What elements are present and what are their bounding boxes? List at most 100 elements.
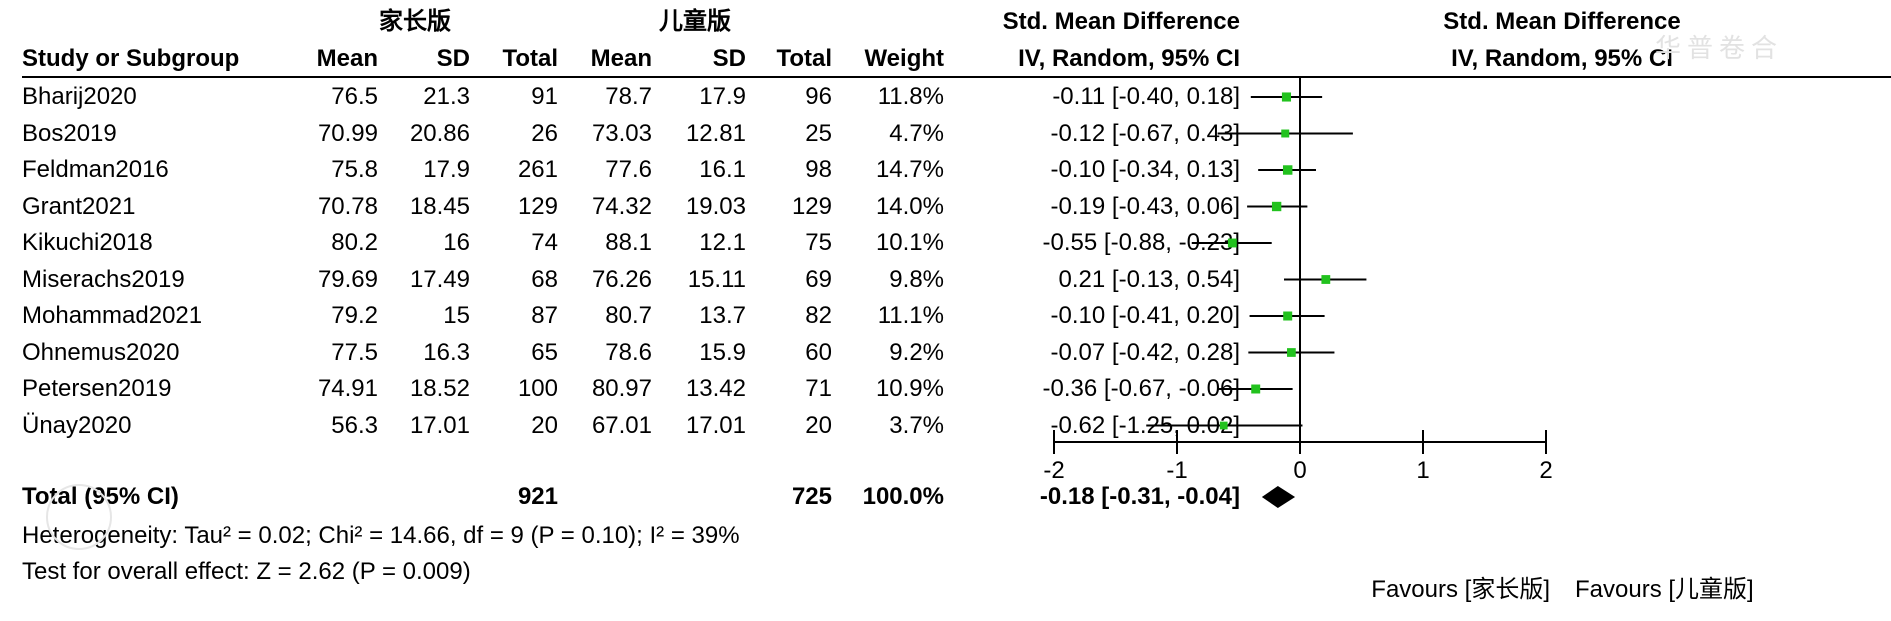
study-name: Mohammad2021: [22, 302, 203, 329]
watermark-seal: [46, 484, 112, 550]
group1-total: 87: [531, 302, 558, 329]
point-marker: [1321, 275, 1331, 284]
group2-mean: 74.32: [591, 192, 652, 220]
group1-total: 129: [517, 192, 558, 220]
group1-mean: 56.3: [331, 411, 378, 439]
study-ci: -0.19 [-0.43, 0.06]: [1050, 192, 1240, 220]
group1-sd: 18.52: [409, 375, 470, 402]
group2-total: 71: [805, 375, 832, 402]
study-ci: 0.21 [-0.13, 0.54]: [1058, 265, 1240, 293]
study-ci: -0.36 [-0.67, -0.06]: [1042, 375, 1240, 402]
study-name: Miserachs2019: [22, 265, 185, 293]
group1-mean: 79.69: [317, 265, 378, 293]
group2-total: 20: [805, 411, 832, 439]
point-marker: [1281, 92, 1292, 102]
plot-method: IV, Random, 95% CI: [1451, 45, 1673, 72]
smd-title: Std. Mean Difference: [1002, 8, 1240, 35]
group2-sd: 12.1: [699, 229, 746, 256]
group2-sd: 19.03: [685, 192, 746, 220]
mean1-header: Mean: [316, 45, 378, 72]
study-weight: 9.2%: [889, 338, 944, 366]
study-name: Ohnemus2020: [22, 338, 180, 366]
smd-method: IV, Random, 95% CI: [1018, 45, 1240, 72]
group2-mean: 80.97: [591, 375, 652, 402]
favours-left: Favours [家长版]: [1371, 576, 1550, 603]
study-weight: 10.9%: [875, 375, 944, 402]
favours-right: Favours [儿童版]: [1575, 576, 1754, 603]
study-name: Kikuchi2018: [22, 229, 153, 256]
point-marker: [1287, 348, 1296, 357]
group1-sd: 17.9: [423, 156, 470, 183]
group2-sd: 15.11: [687, 265, 746, 293]
point-marker: [1271, 201, 1282, 212]
group1-sd: 16.3: [423, 338, 470, 366]
group1-sd: 15: [443, 302, 470, 329]
group2-sd: 17.01: [685, 411, 746, 439]
group2-mean: 88.1: [605, 229, 652, 256]
group1-mean: 75.8: [331, 156, 378, 183]
sd2-header: SD: [712, 45, 746, 72]
point-marker: [1282, 165, 1293, 175]
sd1-header: SD: [436, 45, 470, 72]
group2-sd: 16.1: [699, 156, 746, 183]
overall-effect-text: Test for overall effect: Z = 2.62 (P = 0…: [22, 558, 471, 585]
study-name: Feldman2016: [22, 156, 169, 183]
study-ci: -0.10 [-0.41, 0.20]: [1050, 302, 1240, 329]
x-tick-label: 1: [1416, 457, 1429, 484]
study-weight: 3.7%: [889, 411, 944, 439]
group1-sd: 16: [443, 229, 470, 256]
study-ci: -0.12 [-0.67, 0.43]: [1050, 119, 1240, 147]
group2-total: 82: [805, 302, 832, 329]
study-ci: -0.10 [-0.34, 0.13]: [1050, 156, 1240, 183]
group1-mean: 70.78: [317, 192, 378, 220]
group1-mean: 79.2: [331, 302, 378, 329]
total1-header: Total: [502, 45, 558, 72]
pooled-diamond: [1261, 486, 1296, 508]
group1-sd: 21.3: [423, 83, 470, 110]
group1-sd: 18.45: [409, 192, 470, 220]
group1-mean: 77.5: [331, 338, 378, 366]
group2-total: 69: [805, 265, 832, 293]
group2-header: 儿童版: [659, 8, 731, 35]
group1-sd: 17.01: [409, 411, 470, 439]
weight-header: Weight: [864, 45, 944, 72]
x-tick-label: -2: [1043, 457, 1064, 484]
study-weight: 14.7%: [875, 156, 944, 183]
group2-mean: 73.03: [591, 119, 652, 147]
plot-title: Std. Mean Difference: [1443, 8, 1681, 35]
group2-total: 129: [791, 192, 832, 220]
group2-total: 75: [805, 229, 832, 256]
group2-sd: 13.7: [699, 302, 746, 329]
study-ci: -0.11 [-0.40, 0.18]: [1052, 83, 1240, 110]
point-marker: [1283, 311, 1293, 321]
group1-mean: 74.91: [317, 375, 378, 402]
study-ci: -0.07 [-0.42, 0.28]: [1050, 338, 1240, 366]
study-weight: 9.8%: [889, 265, 944, 293]
group2-total: 25: [805, 119, 832, 147]
group1-total: 68: [531, 265, 558, 293]
group2-sd: 15.9: [699, 338, 746, 366]
study-name: Ünay2020: [22, 411, 132, 439]
point-marker: [1281, 129, 1290, 138]
total2-header: Total: [776, 45, 832, 72]
group2-mean: 78.6: [605, 338, 652, 366]
point-marker: [1227, 238, 1237, 248]
group1-sd: 20.86: [409, 119, 470, 147]
total-n2: 725: [791, 483, 832, 510]
group2-total: 60: [805, 338, 832, 366]
study-name: Petersen2019: [22, 375, 172, 402]
study-name: Bos2019: [22, 119, 117, 147]
group1-total: 91: [531, 83, 558, 110]
watermark-text: 华普卷合: [1655, 33, 1784, 63]
group1-mean: 80.2: [331, 229, 378, 256]
total-weight: 100.0%: [862, 483, 944, 510]
x-tick-label: 0: [1293, 457, 1306, 484]
study-name: Grant2021: [22, 192, 136, 220]
group1-total: 26: [531, 119, 558, 147]
study-weight: 11.8%: [877, 83, 944, 110]
point-marker: [1251, 384, 1261, 394]
study-name: Bharij2020: [22, 83, 137, 110]
study-header: Study or Subgroup: [22, 45, 240, 72]
group1-total: 261: [517, 156, 558, 183]
group2-mean: 80.7: [605, 302, 652, 329]
